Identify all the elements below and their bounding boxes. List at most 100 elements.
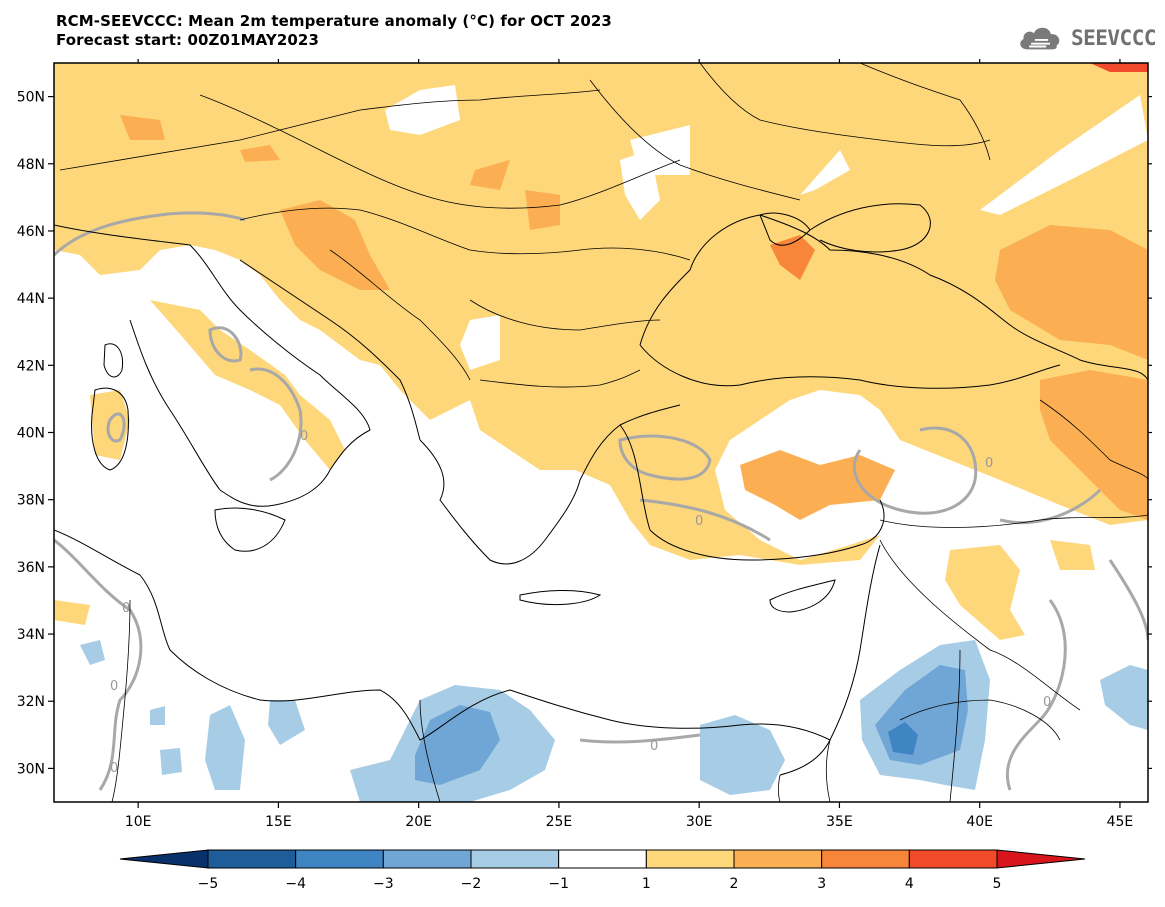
contour-label: 0 xyxy=(650,739,658,754)
anomaly-region-neutral-moldova xyxy=(620,150,660,220)
anomaly-region-neutral-russia xyxy=(980,95,1148,215)
contour-label: 0 xyxy=(695,514,703,529)
lon-tick-label: 10E xyxy=(125,814,152,830)
colorbar-swatch xyxy=(382,849,472,869)
lon-tick-label: 40E xyxy=(966,814,993,830)
lon-tick-label: 35E xyxy=(826,814,853,830)
anomaly-region-cold-small xyxy=(150,706,165,725)
lat-tick-label: 50N xyxy=(17,90,45,106)
colorbar-label: 2 xyxy=(730,876,739,892)
lat-tick-label: 36N xyxy=(17,560,45,576)
anomaly-region-2to3-hungary xyxy=(470,160,510,190)
turkey-south-coast xyxy=(619,424,885,561)
lat-tick-label: 42N xyxy=(17,358,45,374)
contour-label: 0 xyxy=(110,761,118,776)
contour-labels: 0 0 0 0 0 0 0 0 xyxy=(110,429,1051,776)
country-borders xyxy=(59,63,1148,802)
anomaly-region-1to2-east xyxy=(1050,540,1095,570)
anomaly-region-4to5-north-east-corner xyxy=(1090,63,1148,72)
map-title-block: RCM-SEEVCCC: Mean 2m temperature anomaly… xyxy=(56,12,612,50)
colorbar-swatch xyxy=(733,849,823,869)
seevccc-logo: SEEVCCC xyxy=(1016,18,1157,58)
colorbar-swatch xyxy=(470,849,560,869)
lon-tick-label: 15E xyxy=(265,814,292,830)
azov-coast xyxy=(809,203,931,253)
map-area: 0 0 0 0 0 0 0 0 xyxy=(54,63,1148,802)
anomaly-region-1to2-sardinia xyxy=(90,390,130,460)
anomaly-region-cold-west xyxy=(160,748,182,775)
greece-coast xyxy=(419,404,681,565)
colorbar-label: 4 xyxy=(905,876,914,892)
anomaly-region-1to2-syria xyxy=(945,545,1025,640)
levant-coast xyxy=(779,544,881,776)
map-title: RCM-SEEVCCC: Mean 2m temperature anomaly… xyxy=(56,12,612,30)
colorbar-label: −3 xyxy=(373,876,394,892)
contour-label: 0 xyxy=(985,456,993,471)
zero-contours xyxy=(54,211,1148,791)
coastlines xyxy=(54,203,1148,776)
lon-tick-label: 25E xyxy=(546,814,573,830)
colorbar-swatch xyxy=(295,849,384,869)
longitude-axis: 10E 15E 20E 25E 30E 35E 40E 45E xyxy=(125,59,1133,830)
contour-label: 0 xyxy=(122,601,130,616)
colorbar-label: 5 xyxy=(993,876,1002,892)
anomaly-region-1to2-north-africa xyxy=(54,600,90,625)
colorbar-extend-low xyxy=(119,849,209,869)
sardinia-coast xyxy=(91,387,129,471)
colorbar-label: 3 xyxy=(817,876,826,892)
contour-label: 0 xyxy=(1043,695,1051,710)
colorbar-label: −5 xyxy=(198,876,219,892)
colorbar-label: −4 xyxy=(285,876,306,892)
sicily-coast xyxy=(214,507,286,552)
anomaly-region-neutral-serbia xyxy=(460,315,500,370)
crimea-coast xyxy=(759,212,811,246)
anomaly-region-2to3-central-anatolia xyxy=(740,450,895,520)
anomaly-region-colder-libya xyxy=(415,705,500,785)
anomaly-region-1to2-north xyxy=(54,63,1148,565)
colorbar-swatch xyxy=(645,849,735,869)
lat-tick-label: 46N xyxy=(17,224,45,240)
anomaly-region-cold-libya-mid xyxy=(268,700,305,745)
anomaly-region-cold-egypt xyxy=(700,715,785,795)
anomaly-region-cold-tunisia xyxy=(80,640,105,665)
italy-coast xyxy=(54,224,371,507)
colorbar-label: −1 xyxy=(548,876,569,892)
adriatic-east-coast xyxy=(239,259,421,441)
colorbar-swatch xyxy=(908,849,998,869)
anomaly-region-neutral-russia-strip xyxy=(800,150,850,195)
anomaly-region-2to3-romania xyxy=(525,190,560,230)
anomaly-region-2to3-north-italy xyxy=(120,115,165,140)
logo-text: SEEVCCC xyxy=(1070,26,1157,50)
colorbar-extend-high xyxy=(996,849,1086,869)
lat-tick-label: 40N xyxy=(17,426,45,442)
colorbar-label: 1 xyxy=(642,876,651,892)
colorbar: −5 −4 −3 −2 −1 1 2 3 4 5 xyxy=(119,849,1086,892)
black-sea-coast xyxy=(639,214,1148,389)
lat-tick-label: 30N xyxy=(17,761,45,777)
contour-label: 0 xyxy=(110,679,118,694)
anomaly-region-cold-iraq xyxy=(1100,665,1148,730)
cyprus-coast xyxy=(769,579,836,613)
anomaly-region-cold-libya-west xyxy=(205,705,245,790)
crete-coast xyxy=(519,590,602,606)
north-africa-coast xyxy=(54,529,831,741)
contour-label: 0 xyxy=(300,429,308,444)
colorbar-label: −2 xyxy=(461,876,482,892)
colorbar-swatch xyxy=(207,849,297,869)
anomaly-region-3to4-crimea xyxy=(770,235,815,280)
anomaly-region-2to3-austria xyxy=(240,145,280,162)
lat-tick-label: 32N xyxy=(17,694,45,710)
colorbar-swatch xyxy=(821,849,910,869)
lat-tick-label: 38N xyxy=(17,493,45,509)
lat-tick-label: 44N xyxy=(17,291,45,307)
lon-tick-label: 30E xyxy=(686,814,713,830)
lon-tick-label: 45E xyxy=(1107,814,1134,830)
anomaly-region-coldest-jordan xyxy=(888,722,918,755)
lon-tick-label: 20E xyxy=(405,814,432,830)
latitude-axis: 50N 48N 46N 44N 42N 40N 38N 36N 34N 32N 30N xyxy=(17,90,1152,777)
anomaly-region-1to2-italy-coast xyxy=(150,300,345,470)
anomaly-region-neutral-poland xyxy=(385,85,460,135)
lat-tick-label: 34N xyxy=(17,627,45,643)
anomaly-region-2to3-eastern-anatolia xyxy=(1040,370,1148,520)
